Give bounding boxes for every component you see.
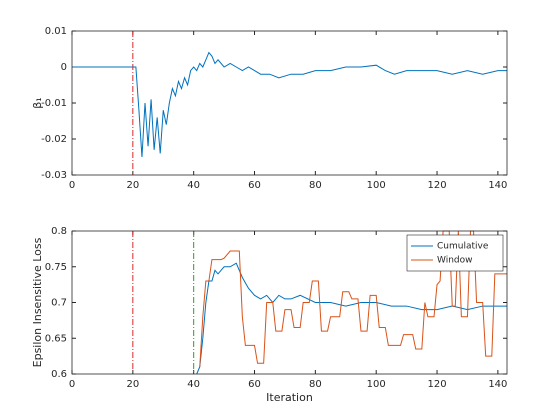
x-axis-label: Iteration bbox=[266, 391, 313, 404]
x-tick-label: 100 bbox=[367, 180, 386, 191]
data-line bbox=[72, 51, 507, 158]
y-axis-label: β₁ bbox=[31, 97, 44, 108]
x-tick-label: 120 bbox=[427, 180, 446, 191]
x-tick-label: 20 bbox=[126, 180, 139, 191]
y-tick-label: 0 bbox=[61, 62, 67, 73]
x-tick-label: 0 bbox=[69, 180, 75, 191]
plot-area bbox=[72, 31, 507, 175]
legend-label: Cumulative bbox=[437, 242, 489, 252]
x-tick-label: 140 bbox=[488, 180, 507, 191]
x-tick-label: 80 bbox=[309, 379, 322, 390]
x-tick-label: 40 bbox=[187, 379, 200, 390]
x-tick-label: 20 bbox=[126, 379, 139, 390]
x-tick-label: 120 bbox=[427, 379, 446, 390]
y-tick-label: 0.75 bbox=[45, 262, 67, 273]
x-tick-label: 80 bbox=[309, 180, 322, 191]
x-tick-label: 100 bbox=[367, 379, 386, 390]
y-tick-label: 0.6 bbox=[51, 369, 67, 380]
x-tick-label: 0 bbox=[69, 379, 75, 390]
y-tick-label: 0.8 bbox=[51, 226, 67, 237]
y-tick-label: 0.65 bbox=[45, 333, 67, 344]
x-tick-label: 60 bbox=[248, 379, 261, 390]
x-tick-label: 40 bbox=[187, 180, 200, 191]
x-tick-label: 60 bbox=[248, 180, 261, 191]
y-axis-label: Epsilon Insensitive Loss bbox=[31, 237, 44, 367]
data-line bbox=[199, 230, 507, 367]
legend-label: Window bbox=[437, 256, 473, 266]
legend-box bbox=[406, 234, 504, 272]
y-tick-label: 0.01 bbox=[45, 26, 67, 37]
y-tick-label: -0.03 bbox=[41, 170, 67, 181]
y-tick-label: -0.01 bbox=[41, 98, 67, 109]
x-tick-label: 140 bbox=[488, 379, 507, 390]
y-tick-label: -0.02 bbox=[41, 134, 67, 145]
axes-box bbox=[71, 30, 508, 176]
y-tick-label: 0.7 bbox=[51, 298, 67, 309]
axes-box bbox=[71, 230, 508, 375]
